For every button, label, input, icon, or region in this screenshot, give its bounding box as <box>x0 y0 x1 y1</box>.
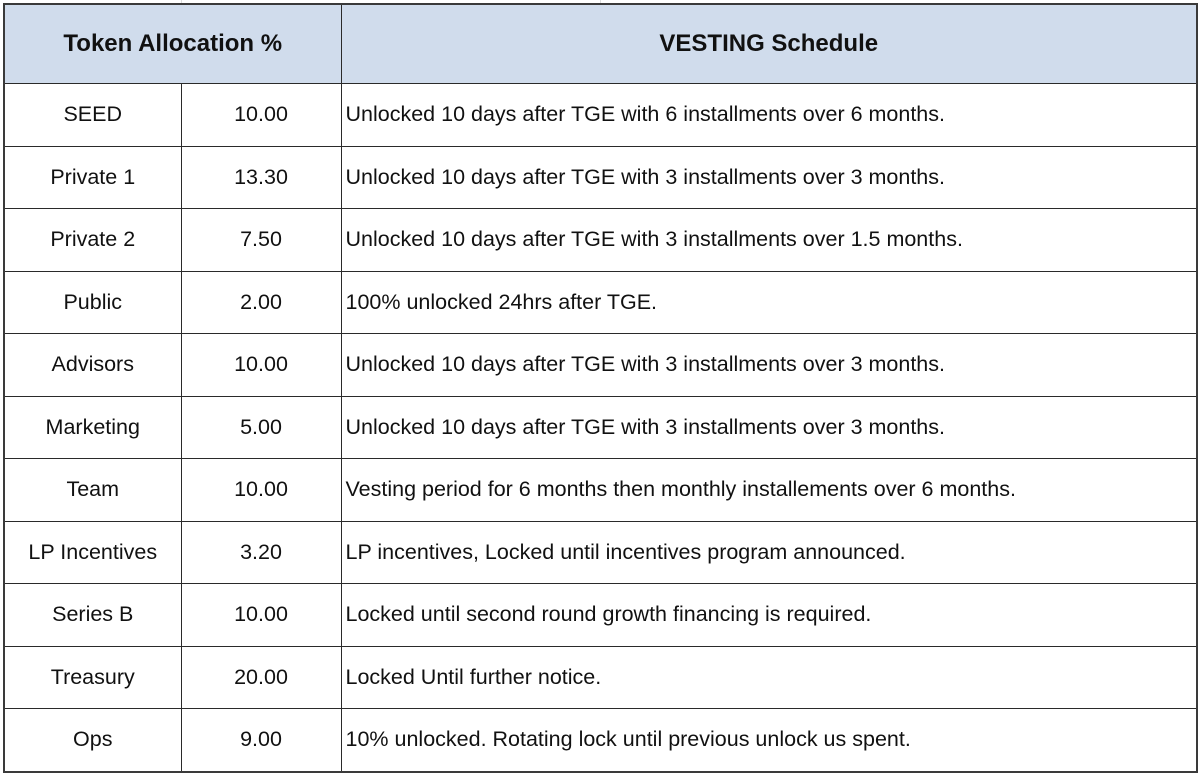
allocation-name: Team <box>3 458 182 522</box>
table-row: Team 10.00 Vesting period for 6 months the… <box>3 458 1198 522</box>
header-allocation: Token Allocation % <box>3 3 342 84</box>
table-row: Private 1 13.30 Unlocked 10 days after TGE… <box>3 145 1198 209</box>
allocation-name: Public <box>3 270 182 334</box>
allocation-name: Private 2 <box>3 208 182 272</box>
allocation-percent: 2.00 <box>180 270 342 334</box>
allocation-percent: 20.00 <box>180 645 342 709</box>
vesting-schedule: Unlocked 10 days after TGE with 3 instal… <box>340 395 1198 459</box>
table-row: Public 2.00 100% unlocked 24hrs after TGE. <box>3 270 1198 334</box>
allocation-name: SEED <box>3 83 182 147</box>
allocation-percent: 3.20 <box>180 520 342 584</box>
allocation-name: Advisors <box>3 333 182 397</box>
vesting-schedule: Unlocked 10 days after TGE with 3 instal… <box>340 208 1198 272</box>
allocation-percent: 10.00 <box>180 458 342 522</box>
table-row: Marketing 5.00 Unlocked 10 days after TGE … <box>3 395 1198 459</box>
allocation-percent: 10.00 <box>180 583 342 647</box>
vesting-schedule: Locked Until further notice. <box>340 645 1198 709</box>
vesting-schedule: 100% unlocked 24hrs after TGE. <box>340 270 1198 334</box>
allocation-percent: 9.00 <box>180 708 342 772</box>
vesting-schedule: Unlocked 10 days after TGE with 3 instal… <box>340 145 1198 209</box>
allocation-percent: 7.50 <box>180 208 342 272</box>
header-row: Token Allocation % VESTING Schedule <box>3 3 1198 84</box>
allocation-name: Private 1 <box>3 145 182 209</box>
allocation-name: LP Incentives <box>3 520 182 584</box>
vesting-schedule: Vesting period for 6 months then monthly… <box>340 458 1198 522</box>
gridline <box>600 0 601 3</box>
allocation-percent: 5.00 <box>180 395 342 459</box>
allocation-name: Marketing <box>3 395 182 459</box>
table-row: Series B 10.00 Locked until second round g… <box>3 583 1198 647</box>
table-row: Private 2 7.50 Unlocked 10 days after TGE … <box>3 208 1198 272</box>
allocation-percent: 13.30 <box>180 145 342 209</box>
token-allocation-table: Token Allocation % VESTING Schedule SEED… <box>3 3 1198 773</box>
table-row: LP Incentives 3.20 LP incentives, Locked u… <box>3 520 1198 584</box>
vesting-schedule: LP incentives, Locked until incentives p… <box>340 520 1198 584</box>
header-vesting: VESTING Schedule <box>340 3 1198 84</box>
allocation-name: Series B <box>3 583 182 647</box>
table-row: SEED 10.00 Unlocked 10 days after TGE with… <box>3 83 1198 147</box>
allocation-percent: 10.00 <box>180 83 342 147</box>
vesting-schedule: Unlocked 10 days after TGE with 6 instal… <box>340 83 1198 147</box>
allocation-percent: 10.00 <box>180 333 342 397</box>
table-row: Ops 9.00 10% unlocked. Rotating lock until… <box>3 708 1198 772</box>
allocation-name: Ops <box>3 708 182 772</box>
table-row: Advisors 10.00 Unlocked 10 days after TGE … <box>3 333 1198 397</box>
vesting-schedule: 10% unlocked. Rotating lock until previo… <box>340 708 1198 772</box>
vesting-schedule: Unlocked 10 days after TGE with 3 instal… <box>340 333 1198 397</box>
table-row: Treasury 20.00 Locked Until further notice… <box>3 645 1198 709</box>
allocation-name: Treasury <box>3 645 182 709</box>
vesting-schedule: Locked until second round growth financi… <box>340 583 1198 647</box>
gridline <box>181 0 182 3</box>
